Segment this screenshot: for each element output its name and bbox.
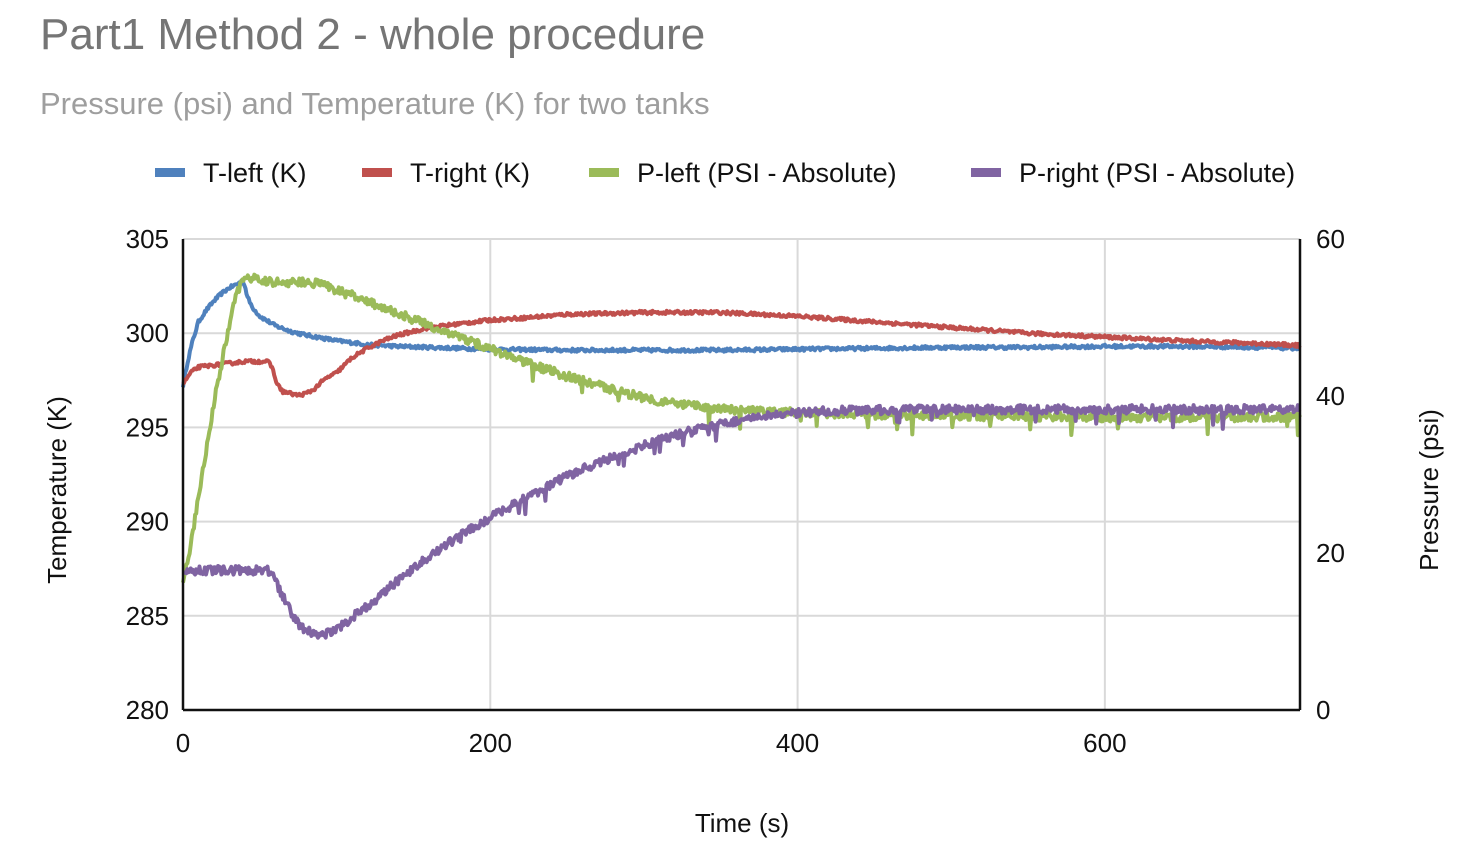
y-left-tick-label: 290 — [126, 507, 169, 537]
y-axis-left-title: Temperature (K) — [42, 396, 72, 584]
x-tick-label: 200 — [469, 728, 512, 758]
y-left-tick-label: 285 — [126, 601, 169, 631]
y-right-tick-label: 40 — [1316, 381, 1345, 411]
series-line-2 — [181, 308, 1302, 398]
legend-item: P-left (PSI - Absolute) — [589, 158, 897, 188]
legend-item: T-right (K) — [362, 158, 530, 188]
series-line-3 — [181, 272, 1302, 583]
legend-label: P-left (PSI - Absolute) — [637, 158, 897, 188]
x-tick-label: 0 — [176, 728, 190, 758]
y-left-tick-label: 305 — [126, 224, 169, 254]
legend-label: P-right (PSI - Absolute) — [1019, 158, 1295, 188]
legend-swatch — [971, 168, 1001, 177]
y-left-tick-label: 300 — [126, 318, 169, 348]
x-tick-label: 600 — [1083, 728, 1126, 758]
legend: T-left (K) T-right (K) P-left (PSI - Absol… — [155, 158, 1295, 188]
legend-swatch — [362, 168, 392, 177]
series-line-4 — [182, 403, 1302, 640]
y-right-tick-label: 60 — [1316, 224, 1345, 254]
series-lines — [181, 272, 1302, 640]
legend-label: T-left (K) — [203, 158, 307, 188]
y-right-tick-label: 0 — [1316, 695, 1330, 725]
series-line-1 — [181, 278, 1302, 388]
chart-subtitle: Pressure (psi) and Temperature (K) for t… — [40, 86, 710, 121]
legend-swatch — [589, 168, 619, 177]
legend-label: T-right (K) — [410, 158, 530, 188]
y-left-tick-label: 295 — [126, 412, 169, 442]
y-right-tick-label: 20 — [1316, 538, 1345, 568]
y-left-tick-label: 280 — [126, 695, 169, 725]
y-axis-right-title: Pressure (psi) — [1414, 409, 1444, 571]
axes: 280 285 290 295 300 305 0 200 400 600 0 20 40 60 — [126, 224, 1345, 758]
x-axis-title: Time (s) — [695, 808, 789, 838]
legend-swatch — [155, 168, 185, 177]
legend-item: T-left (K) — [155, 158, 307, 188]
grid — [183, 238, 1300, 711]
chart-title: Part1 Method 2 - whole procedure — [40, 10, 706, 59]
x-tick-label: 400 — [776, 728, 819, 758]
legend-item: P-right (PSI - Absolute) — [971, 158, 1295, 188]
